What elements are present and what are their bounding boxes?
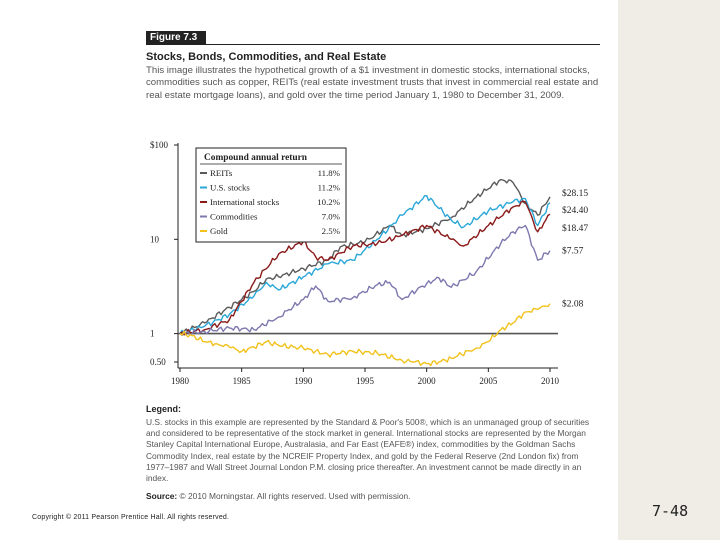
source-line: Source: © 2010 Morningstar. All rights r… (146, 491, 411, 501)
series-line-gold (179, 303, 551, 367)
figure-title: Stocks, Bonds, Commodities, and Real Est… (146, 51, 387, 63)
legend-entry-name: Commodities (210, 212, 258, 222)
source-label: Source: (146, 491, 178, 501)
series-line-u-s-stocks (179, 195, 551, 334)
legend-entry-rate: 11.8% (318, 168, 341, 178)
y-tick-label: 0.50 (150, 357, 166, 367)
legend-title: Compound annual return (204, 153, 308, 163)
y-axis-ticks: $100 10 1 0.50 (150, 140, 178, 367)
legend-entry-rate: 11.2% (318, 183, 341, 193)
x-tick-label: 2010 (541, 376, 560, 386)
series-line-commodities (179, 224, 551, 337)
legend-entry-rate: 2.5% (322, 226, 341, 236)
end-label: $7.57 (562, 246, 584, 257)
figure-description: This image illustrates the hypothetical … (146, 65, 599, 101)
series-lines (179, 178, 551, 367)
end-label: $24.40 (562, 205, 588, 216)
y-tick-label: 10 (150, 234, 160, 244)
series-line-international-stocks (179, 200, 551, 336)
end-labels: $28.15 $24.40 $18.47 $7.57 $2.08 (562, 188, 588, 310)
legend-entry-name: REITs (210, 168, 233, 178)
legend-entry-name: Gold (210, 226, 228, 236)
end-label: $2.08 (562, 299, 584, 310)
chart-legend: Compound annual return REITs 11.8% U.S. sto… (195, 147, 347, 243)
right-side-strip (618, 0, 720, 540)
x-tick-label: 1990 (294, 376, 313, 386)
figure-label: Figure 7.3 (146, 31, 206, 44)
growth-chart: $100 10 1 0.50 1980 1985 1990 1995 2000 2005 2010… (150, 140, 588, 386)
x-axis-ticks: 1980 1985 1990 1995 2000 2005 2010 (171, 367, 560, 386)
legend-entry-rate: 7.0% (322, 212, 341, 222)
x-tick-label: 2000 (418, 376, 437, 386)
end-label: $28.15 (562, 188, 588, 199)
legend-text: U.S. stocks in this example are represen… (146, 417, 590, 484)
slide-number: 7-48 (652, 502, 689, 520)
series-line-reits (179, 178, 551, 335)
x-tick-label: 1985 (233, 376, 252, 386)
x-tick-label: 1995 (356, 376, 375, 386)
x-tick-label: 1980 (171, 376, 190, 386)
legend-entry-name: U.S. stocks (210, 183, 250, 193)
x-tick-label: 2005 (479, 376, 498, 386)
y-tick-label: $100 (150, 140, 169, 150)
legend-entry-rate: 10.2% (317, 197, 340, 207)
legend-heading: Legend: (146, 404, 181, 414)
figure-rule (146, 44, 600, 45)
legend-entry-name: International stocks (210, 197, 280, 207)
copyright-notice: Copyright © 2011 Pearson Prentice Hall. … (32, 514, 230, 521)
end-label: $18.47 (562, 223, 588, 234)
source-text: © 2010 Morningstar. All rights reserved.… (179, 491, 411, 501)
y-tick-label: 1 (150, 329, 155, 339)
